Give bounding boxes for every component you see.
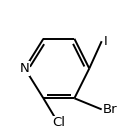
Text: I: I — [104, 35, 108, 48]
Text: N: N — [20, 62, 30, 75]
Text: Br: Br — [103, 103, 118, 116]
Text: Cl: Cl — [52, 116, 65, 129]
